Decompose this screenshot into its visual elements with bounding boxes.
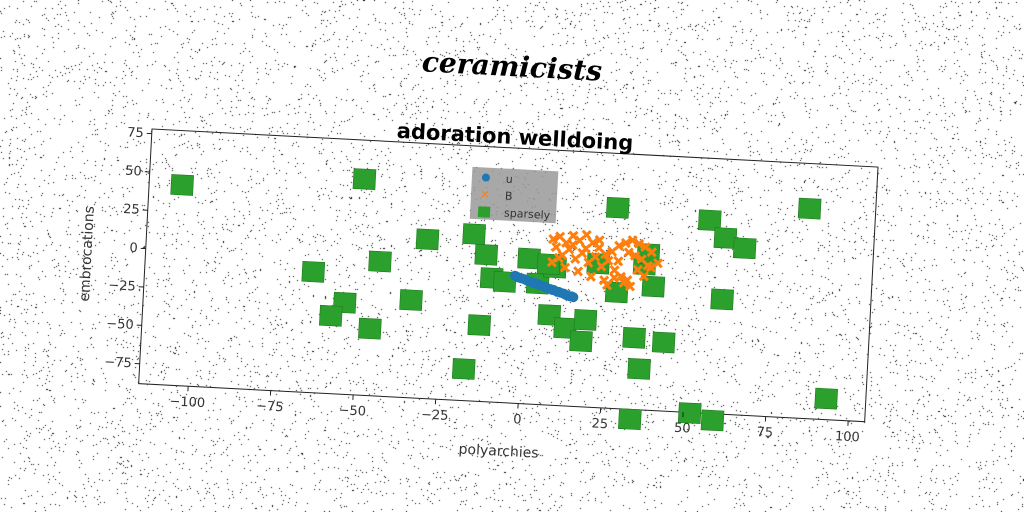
point-B bbox=[600, 249, 611, 260]
x-tick-label: −75 bbox=[256, 399, 284, 415]
legend-label-u: u bbox=[506, 173, 514, 186]
point-sparsely bbox=[677, 402, 702, 424]
y-axis-label: embrocations bbox=[77, 206, 98, 302]
y-tick-label: 75 bbox=[127, 125, 144, 141]
point-sparsely bbox=[627, 358, 651, 380]
point-sparsely bbox=[710, 288, 734, 311]
x-tick-label: −25 bbox=[421, 407, 449, 423]
point-B bbox=[608, 272, 620, 284]
point-B bbox=[618, 277, 629, 289]
point-B bbox=[601, 279, 613, 291]
point-sparsely bbox=[358, 317, 382, 340]
legend-marker-u bbox=[481, 173, 490, 182]
point-B bbox=[652, 257, 664, 269]
point-sparsely bbox=[641, 275, 666, 298]
point-B bbox=[613, 240, 625, 251]
x-axis-label: polyarchies bbox=[458, 441, 539, 461]
legend: u ✕ B sparsely bbox=[469, 166, 559, 224]
point-sparsely bbox=[700, 409, 725, 432]
point-B bbox=[620, 237, 632, 249]
x-tick-label: 100 bbox=[835, 429, 861, 445]
x-tick-label: 75 bbox=[756, 425, 773, 441]
point-B bbox=[629, 250, 641, 262]
point-sparsely bbox=[573, 309, 598, 331]
legend-marker-B: ✕ bbox=[480, 187, 491, 202]
point-sparsely bbox=[301, 260, 326, 283]
point-sparsely bbox=[462, 223, 486, 245]
legend-marker-sparsely bbox=[477, 206, 491, 218]
point-sparsely bbox=[814, 387, 838, 410]
y-tick-label: −75 bbox=[104, 355, 132, 371]
point-sparsely bbox=[451, 358, 476, 380]
point-B bbox=[559, 262, 571, 273]
point-sparsely bbox=[467, 314, 492, 337]
point-B bbox=[561, 237, 572, 249]
y-tick-label: 25 bbox=[123, 202, 140, 218]
x-tick-label: 50 bbox=[674, 421, 691, 437]
point-B bbox=[594, 234, 605, 246]
point-B bbox=[623, 247, 634, 258]
point-B bbox=[550, 241, 562, 253]
point-sparsely bbox=[569, 330, 593, 353]
point-sparsely bbox=[651, 331, 676, 354]
y-tick-label: 50 bbox=[125, 164, 142, 180]
x-tick-label: 0 bbox=[513, 412, 522, 427]
point-sparsely bbox=[368, 250, 392, 273]
point-sparsely bbox=[713, 227, 738, 249]
y-tick-label: 0 bbox=[129, 241, 138, 256]
point-B bbox=[553, 252, 565, 264]
x-tick-label: 25 bbox=[591, 416, 608, 432]
point-sparsely bbox=[352, 168, 377, 191]
point-B bbox=[580, 243, 592, 254]
y-tick-label: −25 bbox=[108, 278, 136, 294]
point-B bbox=[638, 271, 650, 282]
y-tick-label: −50 bbox=[106, 317, 134, 333]
point-B bbox=[548, 234, 559, 245]
point-sparsely bbox=[618, 408, 642, 431]
point-B bbox=[572, 266, 584, 277]
legend-label-B: B bbox=[505, 190, 513, 203]
point-u bbox=[511, 271, 522, 282]
x-tick-label: −50 bbox=[338, 403, 366, 419]
point-B bbox=[633, 238, 645, 249]
legend-label-sparsely: sparsely bbox=[504, 207, 551, 222]
point-sparsely bbox=[170, 174, 194, 196]
point-B bbox=[627, 235, 638, 246]
point-B bbox=[646, 246, 658, 258]
point-B bbox=[613, 255, 624, 267]
point-sparsely bbox=[732, 237, 757, 260]
plot-frame bbox=[138, 128, 879, 423]
point-B bbox=[581, 229, 592, 241]
point-B bbox=[603, 255, 614, 266]
point-sparsely bbox=[697, 209, 722, 232]
point-B bbox=[624, 281, 636, 292]
point-B bbox=[567, 239, 579, 251]
point-sparsely bbox=[399, 289, 423, 311]
point-sparsely bbox=[517, 247, 541, 270]
point-sparsely bbox=[415, 228, 440, 251]
point-sparsely bbox=[319, 304, 343, 327]
point-B bbox=[590, 251, 601, 263]
legend-box bbox=[469, 166, 559, 224]
x-tick-label: −100 bbox=[169, 394, 205, 411]
point-sparsely bbox=[622, 326, 646, 349]
point-sparsely bbox=[797, 197, 822, 220]
point-B bbox=[615, 271, 626, 282]
point-u bbox=[566, 291, 577, 302]
point-sparsely bbox=[605, 196, 630, 219]
chart-title: adoration welldoing bbox=[396, 119, 634, 155]
point-sparsely bbox=[474, 243, 499, 266]
point-B bbox=[585, 271, 597, 282]
